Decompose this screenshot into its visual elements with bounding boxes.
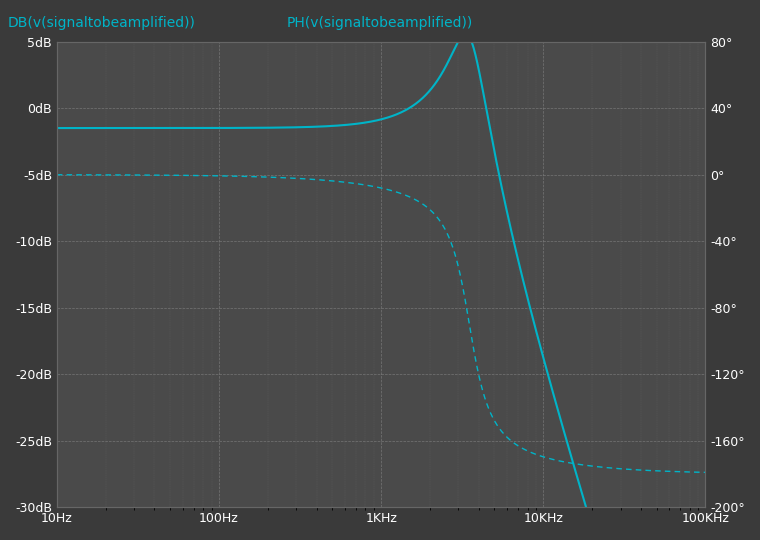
Text: DB(v(signaltobeamplified)): DB(v(signaltobeamplified))	[8, 16, 195, 30]
Text: PH(v(signaltobeamplified)): PH(v(signaltobeamplified))	[287, 16, 473, 30]
